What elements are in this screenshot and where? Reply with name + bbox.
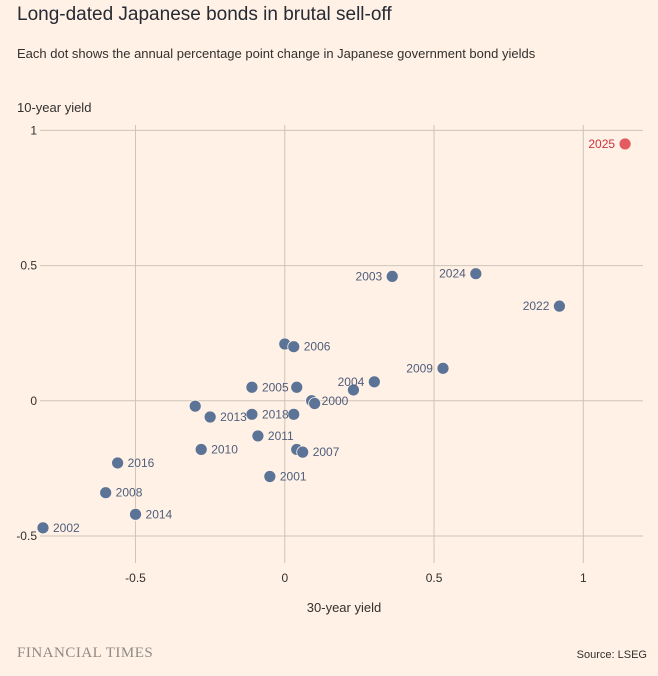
- point-2004: [367, 375, 381, 389]
- point-2001: [263, 470, 277, 483]
- point-label-2022: 2022: [523, 299, 550, 313]
- point-label-2000: 2000: [322, 394, 349, 408]
- point-2018: [245, 407, 259, 421]
- x-tick-label: -0.5: [125, 571, 146, 585]
- point-2010: [194, 443, 208, 456]
- y-tick-label: 0: [30, 394, 37, 408]
- chart-title: Long-dated Japanese bonds in brutal sell…: [17, 4, 392, 25]
- x-tick-label: 1: [580, 571, 587, 585]
- point-2009: [436, 361, 450, 375]
- point-2014: [129, 507, 142, 521]
- gridlines: [40, 125, 643, 563]
- point-2005: [245, 380, 259, 394]
- point-label-2008: 2008: [116, 486, 143, 500]
- point-2016: [111, 456, 125, 470]
- data-points: 2025 2024 2003 2022 2009 2004 2006 2005 2000 2013…: [36, 137, 632, 535]
- point-label-2013: 2013: [220, 410, 247, 424]
- point-label-2025: 2025: [588, 137, 615, 151]
- y-tick-label: 0.5: [20, 259, 37, 273]
- point-label-2016: 2016: [128, 456, 155, 470]
- y-tick-label: -0.5: [16, 529, 37, 543]
- point-label-2006: 2006: [304, 340, 331, 354]
- y-axis-label: 10-year yield: [17, 100, 92, 115]
- point-label-2003: 2003: [356, 269, 383, 283]
- x-axis-label: 30-year yield: [306, 600, 382, 615]
- x-tick-label: 0: [281, 571, 288, 585]
- data-point: [308, 397, 322, 410]
- point-label-2014: 2014: [146, 507, 173, 521]
- point-2011: [251, 429, 265, 443]
- point-2008: [99, 486, 113, 500]
- point-label-2001: 2001: [280, 469, 307, 483]
- point-2013: [203, 410, 217, 424]
- point-2003: [385, 270, 399, 283]
- chart-subtitle: Each dot shows the annual percentage poi…: [17, 46, 536, 61]
- point-2002: [36, 521, 50, 535]
- point-label-2010: 2010: [211, 442, 238, 456]
- point-label-2009: 2009: [406, 361, 433, 375]
- point-label-2002: 2002: [53, 521, 80, 535]
- source-note: Source: LSEG: [576, 649, 647, 661]
- point-label-2004: 2004: [338, 375, 365, 389]
- point-2024: [469, 267, 483, 281]
- data-point: [188, 399, 202, 413]
- point-label-2024: 2024: [439, 267, 466, 281]
- point-label-2011: 2011: [268, 429, 294, 443]
- point-2007: [296, 445, 310, 459]
- point-2022: [553, 299, 566, 313]
- point-label-2007: 2007: [313, 445, 340, 459]
- data-point: [347, 383, 360, 397]
- point-2006: [287, 340, 301, 354]
- data-point: [287, 407, 301, 421]
- point-2025: [618, 137, 632, 151]
- point-label-2005: 2005: [262, 380, 289, 394]
- y-tick-label: 1: [30, 123, 37, 137]
- ft-logo: FINANCIAL TIMES: [17, 645, 154, 661]
- x-tick-labels: -0.5 0 0.5 1: [125, 571, 587, 585]
- y-tick-labels: 1 0.5 0 -0.5: [16, 123, 37, 543]
- point-label-2018: 2018: [262, 407, 289, 421]
- data-point: [290, 380, 304, 394]
- x-tick-label: 0.5: [426, 571, 443, 585]
